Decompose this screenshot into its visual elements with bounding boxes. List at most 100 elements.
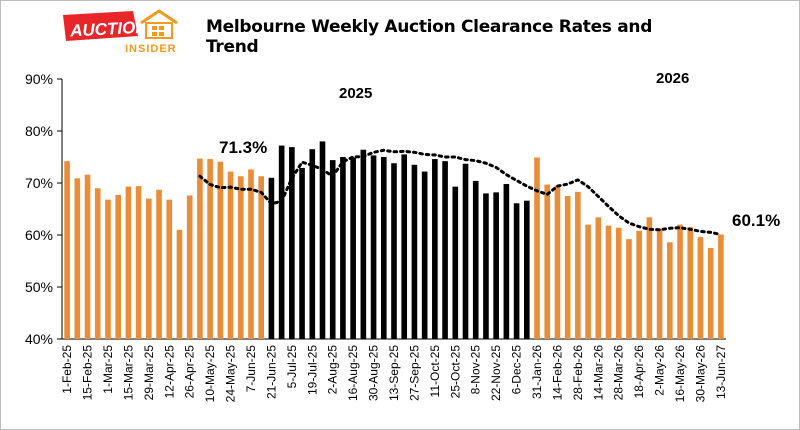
bar: [278, 145, 285, 339]
x-tick-label: 24-May-25: [224, 345, 238, 403]
x-tick-label: 21-Jun-25: [264, 345, 278, 399]
y-tick-label: 70%: [25, 175, 53, 191]
x-tick-label: 18-Apr-26: [632, 345, 646, 399]
bar: [442, 161, 448, 339]
y-tick-label: 80%: [25, 123, 53, 139]
bar: [156, 189, 162, 339]
x-tick-label: 15-Feb-25: [81, 345, 95, 401]
bar: [360, 149, 367, 339]
logo-sub-text: INSIDER: [125, 43, 177, 55]
y-tick-label: 90%: [25, 71, 53, 87]
x-tick-label: 14-Mar-26: [591, 345, 605, 401]
bar: [391, 163, 397, 339]
bar: [350, 157, 356, 339]
bar: [299, 167, 305, 339]
x-tick-label: 19-Jul-25: [305, 345, 319, 395]
bar: [687, 227, 694, 339]
bar: [656, 228, 663, 339]
auction-insider-logo: AUCTION INSIDER: [63, 9, 178, 55]
x-tick-label: 16-May-26: [673, 345, 687, 403]
x-tick-label: 26-Apr-25: [183, 345, 197, 399]
x-tick-label: 29-Mar-25: [142, 345, 156, 401]
house-icon: [140, 9, 178, 39]
bar: [605, 225, 612, 339]
bar: [534, 157, 540, 339]
bar: [667, 242, 673, 339]
bar: [309, 149, 316, 339]
bar: [94, 188, 101, 339]
bar: [380, 157, 387, 339]
bar: [503, 184, 510, 339]
year-label-2025: 2025: [339, 85, 372, 102]
x-tick-label: 1-Feb-25: [60, 345, 74, 394]
annotation-peak: 71.3%: [219, 138, 267, 157]
bar: [166, 199, 173, 339]
bar: [176, 229, 183, 339]
bar: [207, 159, 213, 339]
bar: [575, 191, 581, 339]
x-tick-label: 27-Sep-25: [407, 345, 421, 401]
bars: [64, 141, 724, 339]
bar: [595, 217, 602, 339]
x-tick-label: 8-Nov-25: [469, 345, 483, 395]
bar: [564, 196, 571, 339]
bar: [411, 164, 418, 339]
bar: [421, 171, 428, 339]
x-tick-label: 5-Jul-25: [285, 345, 299, 389]
chart-title: Melbourne Weekly Auction Clearance Rates…: [206, 17, 653, 57]
x-tick-label: 30-Aug-25: [367, 345, 381, 401]
bar: [268, 177, 275, 339]
bar: [544, 184, 551, 339]
logo-main-text: AUCTION: [69, 17, 149, 40]
bar: [707, 248, 714, 339]
bar: [237, 176, 244, 339]
bar: [554, 185, 561, 339]
logo-banner: [63, 11, 138, 41]
bar: [329, 160, 336, 339]
bar: [340, 157, 346, 339]
bar: [115, 194, 121, 339]
x-tick-label: 2-Aug-25: [326, 345, 340, 395]
bar: [64, 161, 70, 339]
x-tick-label: 31-Jan-26: [530, 345, 544, 399]
bar: [483, 193, 489, 339]
x-tick-label: 14-Feb-26: [550, 345, 564, 401]
x-tick-label: 13-Sep-25: [387, 345, 401, 401]
x-tick-label: 30-May-26: [693, 345, 707, 403]
bar: [493, 192, 499, 339]
x-tick-label: 28-Feb-26: [571, 345, 585, 401]
x-tick-label: 6-Dec-25: [510, 345, 524, 395]
bar: [523, 200, 530, 339]
bar: [626, 239, 632, 339]
bar: [432, 159, 438, 339]
bar: [513, 203, 520, 339]
x-tick-label: 2-May-26: [653, 345, 667, 396]
x-tick-label: 22-Nov-25: [489, 345, 503, 401]
bar: [74, 178, 81, 339]
bar: [289, 147, 295, 339]
bar: [677, 224, 683, 339]
bar: [248, 169, 254, 339]
bar: [105, 199, 111, 339]
y-axis: 40% 50% 60% 70% 80% 90%: [25, 71, 63, 347]
bar: [370, 155, 377, 339]
y-tick-label: 60%: [25, 227, 53, 243]
bar: [452, 186, 459, 339]
x-tick-label: 15-Mar-25: [121, 345, 135, 401]
bar: [319, 141, 326, 339]
x-tick-label: 7-Jun-25: [244, 345, 258, 393]
bar: [186, 195, 193, 339]
bar: [125, 186, 132, 339]
bar: [718, 234, 724, 339]
bar: [585, 224, 591, 339]
x-tick-label: 16-Aug-25: [346, 345, 360, 401]
bar: [462, 163, 469, 339]
bar: [615, 227, 622, 339]
bar: [227, 171, 234, 339]
x-tick-label: 13-Jun-27: [714, 345, 728, 399]
x-axis: 1-Feb-25 15-Feb-25 1-Mar-25 15-Mar-25 29-Mar…: [60, 338, 728, 403]
bar: [697, 237, 704, 339]
x-tick-label: 28-Mar-26: [612, 345, 626, 401]
